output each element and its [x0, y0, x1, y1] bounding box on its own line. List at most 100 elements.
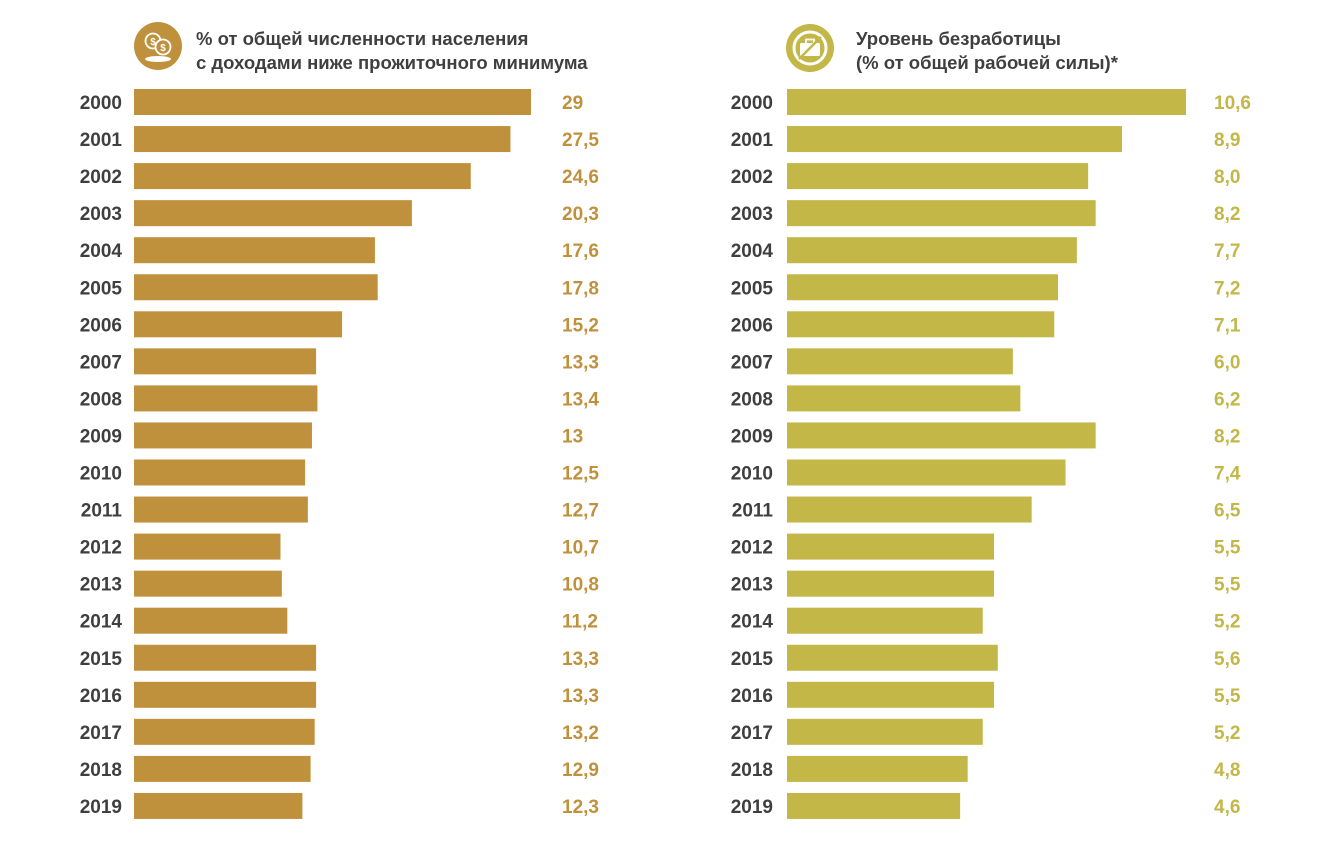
- poverty-bar: [134, 755, 311, 782]
- poverty-value-label: 10,8: [562, 575, 599, 596]
- poverty-value-label: 13: [562, 426, 583, 447]
- briefcase-crossed-icon: [786, 24, 834, 72]
- poverty-chart-title: % от общей численности населения с доход…: [196, 27, 588, 75]
- poverty-value-label: 27,5: [562, 130, 599, 151]
- unemployment-bar: [787, 311, 1055, 338]
- poverty-year-label: 2004: [80, 241, 123, 262]
- unemployment-bar: [787, 163, 1089, 190]
- unemployment-year-label: 2004: [731, 241, 774, 262]
- poverty-bar: [134, 422, 312, 449]
- poverty-value-label: 17,8: [562, 278, 599, 299]
- poverty-bar: [134, 200, 412, 227]
- poverty-year-label: 2014: [80, 612, 123, 633]
- poverty-bar: [134, 89, 531, 115]
- unemployment-bar: [787, 607, 983, 634]
- unemployment-year-label: 2016: [731, 686, 773, 707]
- unemployment-year-label: 2005: [731, 278, 774, 299]
- poverty-bar-chart: 2000 29 2001 27,5 2002 24,6 2003 20,3 2004 17,6 20…: [80, 89, 599, 819]
- poverty-bar: [134, 237, 375, 264]
- poverty-year-label: 2018: [80, 760, 122, 781]
- money-coins-icon: $ $: [134, 22, 182, 70]
- poverty-value-label: 24,6: [562, 167, 599, 188]
- poverty-year-label: 2019: [80, 797, 122, 818]
- unemployment-bar: [787, 422, 1096, 449]
- poverty-year-label: 2006: [80, 315, 122, 336]
- poverty-year-label: 2000: [80, 93, 122, 114]
- unemployment-bar: [787, 274, 1059, 301]
- unemployment-year-label: 2019: [731, 797, 773, 818]
- unemployment-value-label: 5,2: [1214, 723, 1240, 744]
- poverty-bar: [134, 163, 471, 190]
- poverty-year-label: 2008: [80, 389, 122, 410]
- unemployment-bar: [787, 200, 1096, 227]
- unemployment-title-line-2: (% от общей рабочей силы)*: [856, 52, 1118, 73]
- poverty-value-label: 13,3: [562, 686, 599, 707]
- unemployment-bar: [787, 570, 995, 597]
- unemployment-value-label: 8,0: [1214, 167, 1240, 188]
- unemployment-value-label: 4,6: [1214, 797, 1240, 818]
- unemployment-bar: [787, 348, 1013, 375]
- poverty-year-label: 2005: [80, 278, 123, 299]
- unemployment-value-label: 5,5: [1214, 686, 1241, 707]
- poverty-year-label: 2015: [80, 649, 123, 670]
- unemployment-value-label: 5,5: [1214, 538, 1241, 559]
- unemployment-year-label: 2006: [731, 315, 773, 336]
- unemployment-year-label: 2017: [731, 723, 773, 744]
- unemployment-year-label: 2008: [731, 389, 773, 410]
- poverty-year-label: 2017: [80, 723, 122, 744]
- unemployment-year-label: 2014: [731, 612, 774, 633]
- poverty-value-label: 12,5: [562, 464, 599, 485]
- poverty-year-label: 2016: [80, 686, 122, 707]
- poverty-value-label: 29: [562, 93, 583, 114]
- poverty-value-label: 10,7: [562, 538, 599, 559]
- poverty-bar: [134, 533, 281, 560]
- poverty-year-label: 2007: [80, 352, 122, 373]
- unemployment-year-label: 2009: [731, 426, 773, 447]
- poverty-value-label: 13,2: [562, 723, 599, 744]
- poverty-value-label: 12,9: [562, 760, 599, 781]
- unemployment-bar: [787, 126, 1123, 153]
- unemployment-value-label: 6,5: [1214, 501, 1241, 522]
- unemployment-value-label: 5,6: [1214, 649, 1240, 670]
- unemployment-bar: [787, 237, 1077, 264]
- unemployment-year-label: 2007: [731, 352, 773, 373]
- poverty-bar: [134, 570, 282, 597]
- poverty-year-label: 2013: [80, 575, 122, 596]
- unemployment-bar: [787, 755, 968, 782]
- poverty-year-label: 2002: [80, 167, 122, 188]
- poverty-year-label: 2011: [81, 501, 123, 522]
- poverty-bar: [134, 385, 318, 412]
- unemployment-chart-panel: Уровень безработицы (% от общей рабочей …: [650, 0, 1320, 844]
- poverty-year-label: 2012: [80, 538, 122, 559]
- poverty-value-label: 13,3: [562, 352, 599, 373]
- unemployment-year-label: 2011: [732, 501, 774, 522]
- poverty-title-line-2: с доходами ниже прожиточного минимума: [196, 52, 588, 73]
- unemployment-value-label: 6,0: [1214, 352, 1240, 373]
- poverty-bar: [134, 607, 288, 634]
- unemployment-bar: [787, 385, 1021, 412]
- unemployment-bar: [787, 459, 1066, 486]
- unemployment-value-label: 8,2: [1214, 204, 1240, 225]
- unemployment-chart-title: Уровень безработицы (% от общей рабочей …: [856, 27, 1118, 75]
- poverty-value-label: 13,3: [562, 649, 599, 670]
- unemployment-bar: [787, 89, 1186, 115]
- unemployment-bar: [787, 496, 1032, 523]
- unemployment-year-label: 2018: [731, 760, 773, 781]
- poverty-value-label: 12,7: [562, 501, 599, 522]
- poverty-bar: [134, 496, 308, 523]
- unemployment-value-label: 7,1: [1214, 315, 1241, 336]
- poverty-bar: [134, 274, 378, 301]
- unemployment-bar: [787, 533, 995, 560]
- poverty-chart-panel: $ $ % от общей численности населения с д…: [0, 0, 650, 844]
- svg-text:$: $: [150, 37, 156, 48]
- svg-text:$: $: [160, 43, 166, 54]
- poverty-bar: [134, 459, 306, 486]
- unemployment-bar: [787, 644, 998, 671]
- poverty-bar: [134, 681, 317, 708]
- poverty-value-label: 15,2: [562, 315, 599, 336]
- unemployment-year-label: 2012: [731, 538, 773, 559]
- unemployment-year-label: 2000: [731, 93, 773, 114]
- poverty-bar: [134, 348, 317, 375]
- unemployment-bar: [787, 718, 983, 745]
- poverty-bar: [134, 792, 303, 819]
